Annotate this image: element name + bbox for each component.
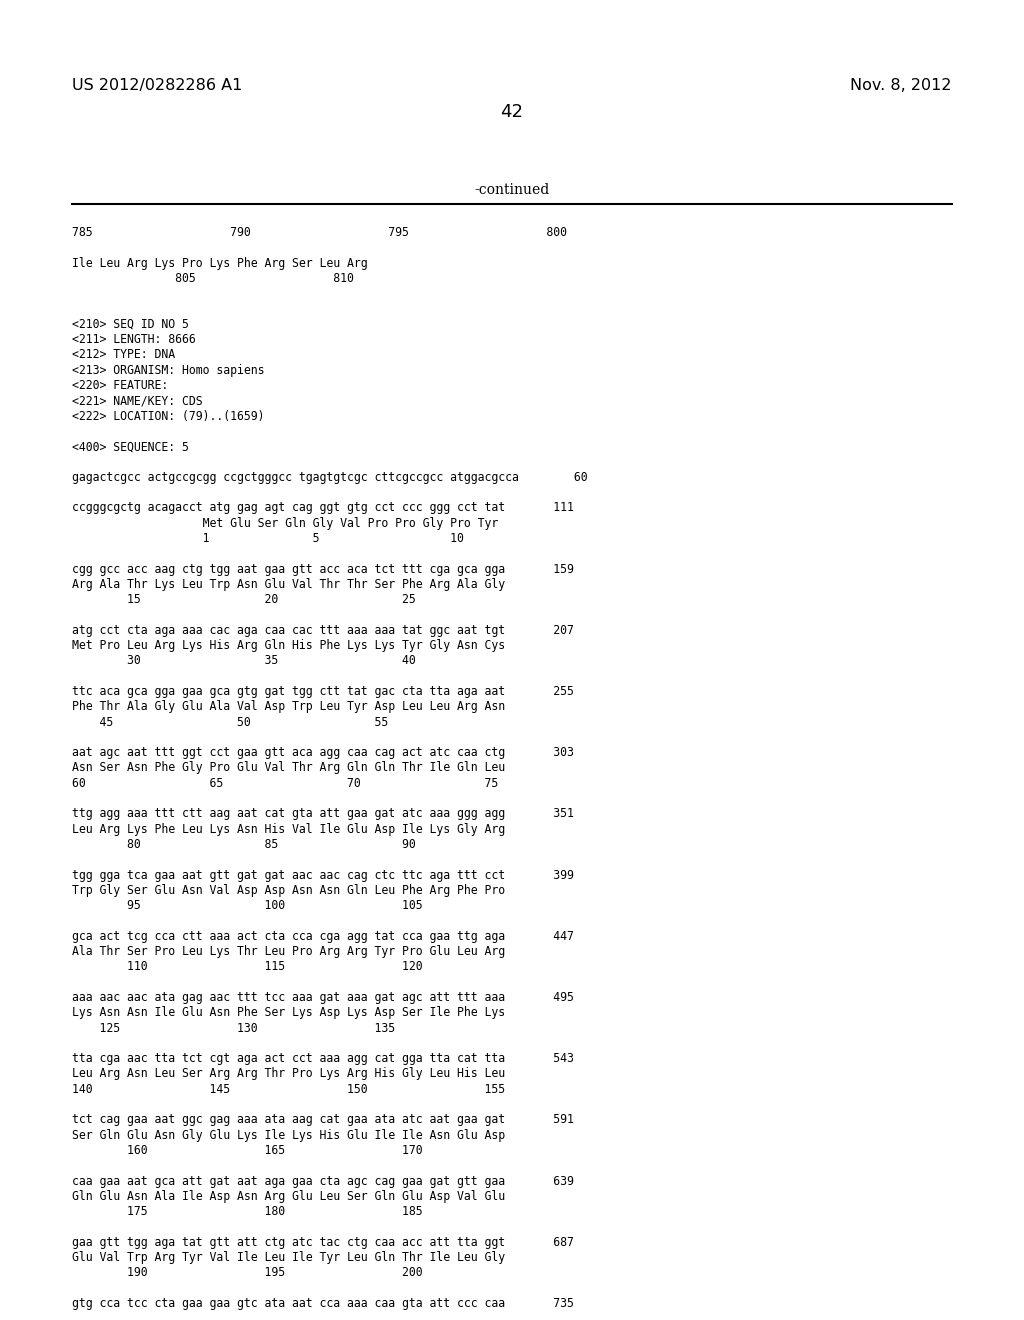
Text: Ala Thr Ser Pro Leu Lys Thr Leu Pro Arg Arg Tyr Pro Glu Leu Arg: Ala Thr Ser Pro Leu Lys Thr Leu Pro Arg … — [72, 945, 505, 958]
Text: <211> LENGTH: 8666: <211> LENGTH: 8666 — [72, 333, 196, 346]
Text: ttg agg aaa ttt ctt aag aat cat gta att gaa gat atc aaa ggg agg       351: ttg agg aaa ttt ctt aag aat cat gta att … — [72, 808, 573, 821]
Text: Leu Arg Lys Phe Leu Lys Asn His Val Ile Glu Asp Ile Lys Gly Arg: Leu Arg Lys Phe Leu Lys Asn His Val Ile … — [72, 822, 505, 836]
Text: Met Pro Leu Arg Lys His Arg Gln His Phe Lys Lys Tyr Gly Asn Cys: Met Pro Leu Arg Lys His Arg Gln His Phe … — [72, 639, 505, 652]
Text: Phe Thr Ala Gly Glu Ala Val Asp Trp Leu Tyr Asp Leu Leu Arg Asn: Phe Thr Ala Gly Glu Ala Val Asp Trp Leu … — [72, 701, 505, 713]
Text: ttc aca gca gga gaa gca gtg gat tgg ctt tat gac cta tta aga aat       255: ttc aca gca gga gaa gca gtg gat tgg ctt … — [72, 685, 573, 698]
Text: <212> TYPE: DNA: <212> TYPE: DNA — [72, 348, 175, 362]
Text: Lys Asn Asn Ile Glu Asn Phe Ser Lys Asp Lys Asp Ser Ile Phe Lys: Lys Asn Asn Ile Glu Asn Phe Ser Lys Asp … — [72, 1006, 505, 1019]
Text: tct cag gaa aat ggc gag aaa ata aag cat gaa ata atc aat gaa gat       591: tct cag gaa aat ggc gag aaa ata aag cat … — [72, 1113, 573, 1126]
Text: 175                 180                 185: 175 180 185 — [72, 1205, 423, 1218]
Text: Glu Val Trp Arg Tyr Val Ile Leu Ile Tyr Leu Gln Thr Ile Leu Gly: Glu Val Trp Arg Tyr Val Ile Leu Ile Tyr … — [72, 1251, 505, 1265]
Text: Trp Gly Ser Glu Asn Val Asp Asp Asn Asn Gln Leu Phe Arg Phe Pro: Trp Gly Ser Glu Asn Val Asp Asp Asn Asn … — [72, 884, 505, 896]
Text: 15                  20                  25: 15 20 25 — [72, 593, 416, 606]
Text: gaa gtt tgg aga tat gtt att ctg atc tac ctg caa acc att tta ggt       687: gaa gtt tgg aga tat gtt att ctg atc tac … — [72, 1236, 573, 1249]
Text: US 2012/0282286 A1: US 2012/0282286 A1 — [72, 78, 243, 92]
Text: <210> SEQ ID NO 5: <210> SEQ ID NO 5 — [72, 318, 188, 331]
Text: 1               5                   10: 1 5 10 — [72, 532, 464, 545]
Text: Asn Ser Asn Phe Gly Pro Glu Val Thr Arg Gln Gln Thr Ile Gln Leu: Asn Ser Asn Phe Gly Pro Glu Val Thr Arg … — [72, 762, 505, 775]
Text: aat agc aat ttt ggt cct gaa gtt aca agg caa cag act atc caa ctg       303: aat agc aat ttt ggt cct gaa gtt aca agg … — [72, 746, 573, 759]
Text: Arg Ala Thr Lys Leu Trp Asn Glu Val Thr Thr Ser Phe Arg Ala Gly: Arg Ala Thr Lys Leu Trp Asn Glu Val Thr … — [72, 578, 505, 591]
Text: gca act tcg cca ctt aaa act cta cca cga agg tat cca gaa ttg aga       447: gca act tcg cca ctt aaa act cta cca cga … — [72, 929, 573, 942]
Text: 190                 195                 200: 190 195 200 — [72, 1266, 423, 1279]
Text: 125                 130                 135: 125 130 135 — [72, 1022, 395, 1035]
Text: gtg cca tcc cta gaa gaa gtc ata aat cca aaa caa gta att ccc caa       735: gtg cca tcc cta gaa gaa gtc ata aat cca … — [72, 1298, 573, 1309]
Text: Ser Gln Glu Asn Gly Glu Lys Ile Lys His Glu Ile Ile Asn Glu Asp: Ser Gln Glu Asn Gly Glu Lys Ile Lys His … — [72, 1129, 505, 1142]
Text: 160                 165                 170: 160 165 170 — [72, 1144, 423, 1158]
Text: tta cga aac tta tct cgt aga act cct aaa agg cat gga tta cat tta       543: tta cga aac tta tct cgt aga act cct aaa … — [72, 1052, 573, 1065]
Text: caa gaa aat gca att gat aat aga gaa cta agc cag gaa gat gtt gaa       639: caa gaa aat gca att gat aat aga gaa cta … — [72, 1175, 573, 1188]
Text: 785                    790                    795                    800: 785 790 795 800 — [72, 226, 567, 239]
Text: 30                  35                  40: 30 35 40 — [72, 655, 416, 668]
Text: 60                  65                  70                  75: 60 65 70 75 — [72, 776, 499, 789]
Text: aaa aac aac ata gag aac ttt tcc aaa gat aaa gat agc att ttt aaa       495: aaa aac aac ata gag aac ttt tcc aaa gat … — [72, 991, 573, 1005]
Text: 95                  100                 105: 95 100 105 — [72, 899, 423, 912]
Text: 80                  85                  90: 80 85 90 — [72, 838, 416, 851]
Text: ccgggcgctg acagacct atg gag agt cag ggt gtg cct ccc ggg cct tat       111: ccgggcgctg acagacct atg gag agt cag ggt … — [72, 502, 573, 515]
Text: 45                  50                  55: 45 50 55 — [72, 715, 388, 729]
Text: <221> NAME/KEY: CDS: <221> NAME/KEY: CDS — [72, 395, 203, 408]
Text: Ile Leu Arg Lys Pro Lys Phe Arg Ser Leu Arg: Ile Leu Arg Lys Pro Lys Phe Arg Ser Leu … — [72, 256, 368, 269]
Text: 42: 42 — [501, 103, 523, 121]
Text: Leu Arg Asn Leu Ser Arg Arg Thr Pro Lys Arg His Gly Leu His Leu: Leu Arg Asn Leu Ser Arg Arg Thr Pro Lys … — [72, 1068, 505, 1081]
Text: atg cct cta aga aaa cac aga caa cac ttt aaa aaa tat ggc aat tgt       207: atg cct cta aga aaa cac aga caa cac ttt … — [72, 624, 573, 636]
Text: Nov. 8, 2012: Nov. 8, 2012 — [851, 78, 952, 92]
Text: Gln Glu Asn Ala Ile Asp Asn Arg Glu Leu Ser Gln Glu Asp Val Glu: Gln Glu Asn Ala Ile Asp Asn Arg Glu Leu … — [72, 1189, 505, 1203]
Text: <220> FEATURE:: <220> FEATURE: — [72, 379, 168, 392]
Text: 110                 115                 120: 110 115 120 — [72, 961, 423, 973]
Text: Met Glu Ser Gln Gly Val Pro Pro Gly Pro Tyr: Met Glu Ser Gln Gly Val Pro Pro Gly Pro … — [72, 516, 499, 529]
Text: <400> SEQUENCE: 5: <400> SEQUENCE: 5 — [72, 440, 188, 453]
Text: -continued: -continued — [474, 183, 550, 197]
Text: 805                    810: 805 810 — [72, 272, 354, 285]
Text: <222> LOCATION: (79)..(1659): <222> LOCATION: (79)..(1659) — [72, 409, 264, 422]
Text: cgg gcc acc aag ctg tgg aat gaa gtt acc aca tct ttt cga gca gga       159: cgg gcc acc aag ctg tgg aat gaa gtt acc … — [72, 562, 573, 576]
Text: <213> ORGANISM: Homo sapiens: <213> ORGANISM: Homo sapiens — [72, 364, 264, 376]
Text: tgg gga tca gaa aat gtt gat gat aac aac cag ctc ttc aga ttt cct       399: tgg gga tca gaa aat gtt gat gat aac aac … — [72, 869, 573, 882]
Text: 140                 145                 150                 155: 140 145 150 155 — [72, 1082, 505, 1096]
Text: gagactcgcc actgccgcgg ccgctgggcc tgagtgtcgc cttcgccgcc atggacgcca        60: gagactcgcc actgccgcgg ccgctgggcc tgagtgt… — [72, 471, 588, 484]
